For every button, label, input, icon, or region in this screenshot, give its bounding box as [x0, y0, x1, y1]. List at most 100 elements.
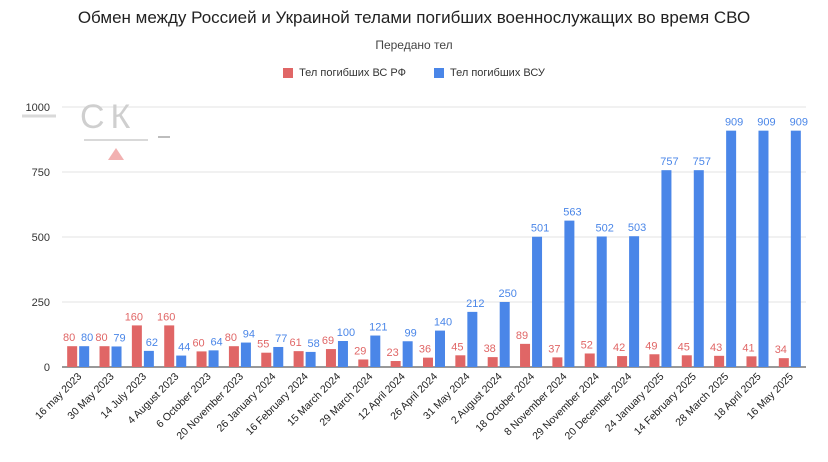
- bar-ukraine: [176, 355, 187, 367]
- value-label-ukraine: 503: [628, 222, 646, 234]
- value-label-ukraine: 62: [146, 337, 158, 349]
- bar-ukraine: [208, 350, 219, 367]
- y-tick-label: 1000: [26, 102, 50, 114]
- legend-label-ukraine: Тел погибших ВСУ: [450, 67, 545, 79]
- value-label-russia: 80: [63, 332, 75, 344]
- value-label-russia: 89: [516, 330, 528, 342]
- bar-russia: [358, 359, 369, 367]
- bar-russia: [67, 346, 78, 367]
- bar-russia: [649, 354, 660, 367]
- chart-subtitle: Передано тел: [375, 38, 453, 52]
- bar-russia: [778, 358, 789, 367]
- bar-russia: [261, 352, 272, 367]
- value-label-ukraine: 99: [405, 327, 417, 339]
- value-label-ukraine: 212: [466, 298, 484, 310]
- value-label-russia: 52: [581, 339, 593, 351]
- value-label-russia: 45: [678, 341, 690, 353]
- bar-russia: [746, 356, 757, 367]
- bar-ukraine: [79, 346, 90, 367]
- bar-ukraine: [240, 342, 251, 367]
- bar-ukraine: [305, 351, 316, 367]
- value-label-ukraine: 77: [275, 333, 287, 345]
- y-tick-label: 500: [32, 232, 50, 244]
- value-label-ukraine: 44: [178, 342, 190, 354]
- bar-ukraine: [402, 341, 413, 367]
- value-label-russia: 49: [645, 340, 657, 352]
- value-label-russia: 43: [710, 342, 722, 354]
- bar-ukraine: [790, 130, 801, 367]
- bar-ukraine: [273, 346, 284, 367]
- bar-ukraine: [370, 335, 381, 367]
- legend-swatch-ukraine: [434, 68, 444, 78]
- value-label-russia: 45: [451, 341, 463, 353]
- value-label-ukraine: 501: [531, 223, 549, 235]
- value-label-russia: 160: [125, 311, 143, 323]
- bar-russia: [390, 361, 401, 367]
- value-label-ukraine: 502: [596, 222, 614, 234]
- bar-ukraine: [435, 330, 445, 367]
- bar-russia: [681, 355, 692, 367]
- value-label-ukraine: 121: [369, 322, 387, 334]
- bar-ukraine: [467, 311, 478, 367]
- value-label-ukraine: 909: [725, 117, 743, 129]
- value-label-ukraine: 100: [337, 327, 355, 339]
- bar-russia: [293, 351, 304, 367]
- bar-russia: [131, 325, 142, 367]
- value-label-ukraine: 80: [81, 332, 93, 344]
- value-label-russia: 36: [419, 344, 431, 356]
- chart-legend: Тел погибших ВС РФ Тел погибших ВСУ: [0, 67, 828, 79]
- y-tick-label: 0: [44, 362, 50, 374]
- legend-label-russia: Тел погибших ВС РФ: [299, 67, 406, 79]
- value-label-ukraine: 79: [113, 332, 125, 344]
- bar-ukraine: [726, 130, 737, 367]
- value-label-russia: 34: [775, 344, 787, 356]
- value-label-russia: 41: [742, 342, 754, 354]
- bar-russia: [99, 346, 110, 367]
- bar-russia: [552, 357, 563, 367]
- bar-russia: [455, 355, 466, 367]
- x-tick-label: 18 October 2024: [473, 371, 537, 435]
- legend-swatch-russia: [283, 68, 294, 78]
- y-tick-label: 250: [32, 297, 50, 309]
- value-label-ukraine: 250: [499, 288, 517, 300]
- bar-ukraine: [661, 170, 672, 367]
- sk-watermark-logo: СК: [22, 98, 170, 160]
- value-label-ukraine: 58: [307, 338, 319, 350]
- legend-item-russia: Тел погибших ВС РФ: [283, 67, 406, 79]
- value-label-russia: 61: [289, 337, 301, 349]
- bar-russia: [714, 355, 725, 367]
- x-tick-label: 26 January 2024: [215, 371, 279, 435]
- bar-ukraine: [758, 130, 769, 367]
- value-label-ukraine: 757: [693, 156, 711, 168]
- value-label-russia: 55: [257, 339, 269, 351]
- chart-title: Обмен между Россией и Украиной телами по…: [77, 8, 751, 27]
- value-label-russia: 80: [225, 332, 237, 344]
- value-label-russia: 80: [95, 332, 107, 344]
- value-label-ukraine: 909: [757, 117, 775, 129]
- bar-ukraine: [499, 302, 510, 367]
- value-label-russia: 60: [192, 337, 204, 349]
- x-tick-label: 24 January 2025: [603, 371, 667, 435]
- bar-russia: [423, 357, 433, 367]
- bar-russia: [164, 325, 175, 367]
- bar-ukraine: [143, 350, 154, 367]
- bar-russia: [584, 353, 595, 367]
- value-label-ukraine: 909: [790, 117, 808, 129]
- value-label-russia: 23: [387, 347, 399, 359]
- bar-ukraine: [337, 341, 348, 367]
- legend-item-ukraine: Тел погибших ВСУ: [434, 67, 545, 79]
- value-label-russia: 69: [322, 335, 334, 347]
- value-label-ukraine: 64: [210, 336, 222, 348]
- value-label-ukraine: 563: [563, 207, 581, 219]
- bar-russia: [325, 349, 336, 367]
- bar-ukraine: [693, 170, 704, 367]
- value-label-russia: 29: [354, 345, 366, 357]
- value-label-ukraine: 140: [434, 317, 452, 329]
- svg-text:СК: СК: [80, 98, 136, 136]
- value-label-russia: 160: [157, 311, 175, 323]
- value-label-russia: 42: [613, 342, 625, 354]
- value-label-russia: 37: [548, 343, 560, 355]
- bar-russia: [196, 351, 207, 367]
- bar-russia: [228, 346, 239, 367]
- bar-ukraine: [532, 236, 543, 367]
